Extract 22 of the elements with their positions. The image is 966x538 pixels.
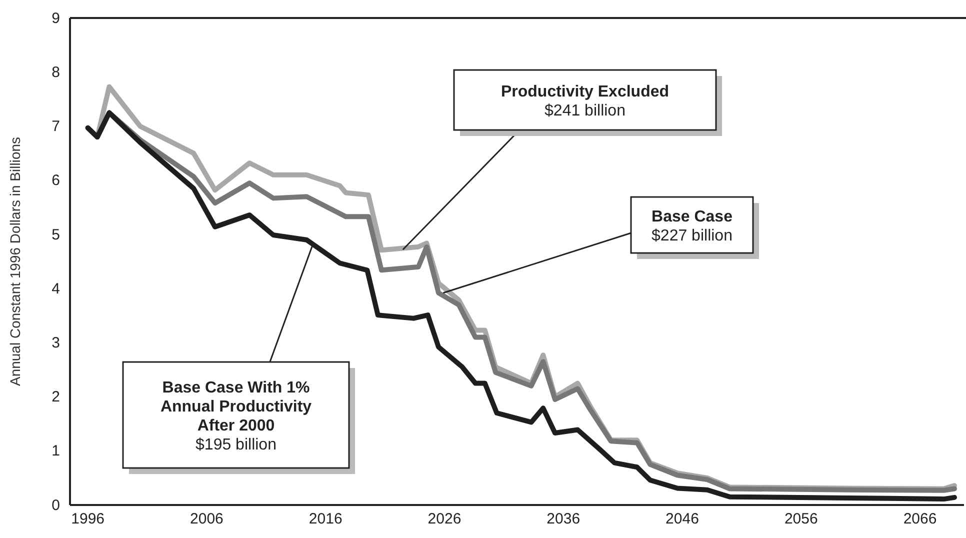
x-tick-label: 2016 [308, 510, 342, 528]
y-tick-label: 8 [52, 64, 60, 81]
y-tick-label: 5 [52, 226, 60, 244]
y-tick-label: 3 [52, 334, 60, 352]
y-tick-label: 4 [52, 280, 60, 298]
y-tick-label: 1 [52, 442, 60, 460]
x-tick-label: 2026 [428, 510, 462, 528]
annotation: Base Case $227 billion [652, 208, 733, 244]
y-tick-label: 7 [52, 118, 60, 136]
y-tick-label: 9 [52, 10, 60, 27]
y-tick-label: 6 [52, 172, 60, 190]
annotation: Base Case With 1% Annual Productivity After 2000 $195 billion [160, 380, 312, 454]
x-tick-label: 2036 [546, 510, 580, 528]
y-tick-label: 2 [52, 388, 60, 406]
y-tick-label: 0 [52, 496, 60, 514]
x-tick-label: 2046 [666, 510, 699, 528]
y-axis-title: Annual Constant 1996 Dollars in Billions [7, 136, 23, 386]
x-tick-label: 2056 [784, 510, 818, 528]
annotation: Productivity Excluded $241 billion [500, 84, 670, 120]
x-tick-label: 2066 [903, 510, 937, 528]
x-tick-label: 2006 [190, 510, 224, 528]
x-tick-label: 1996 [71, 510, 105, 528]
